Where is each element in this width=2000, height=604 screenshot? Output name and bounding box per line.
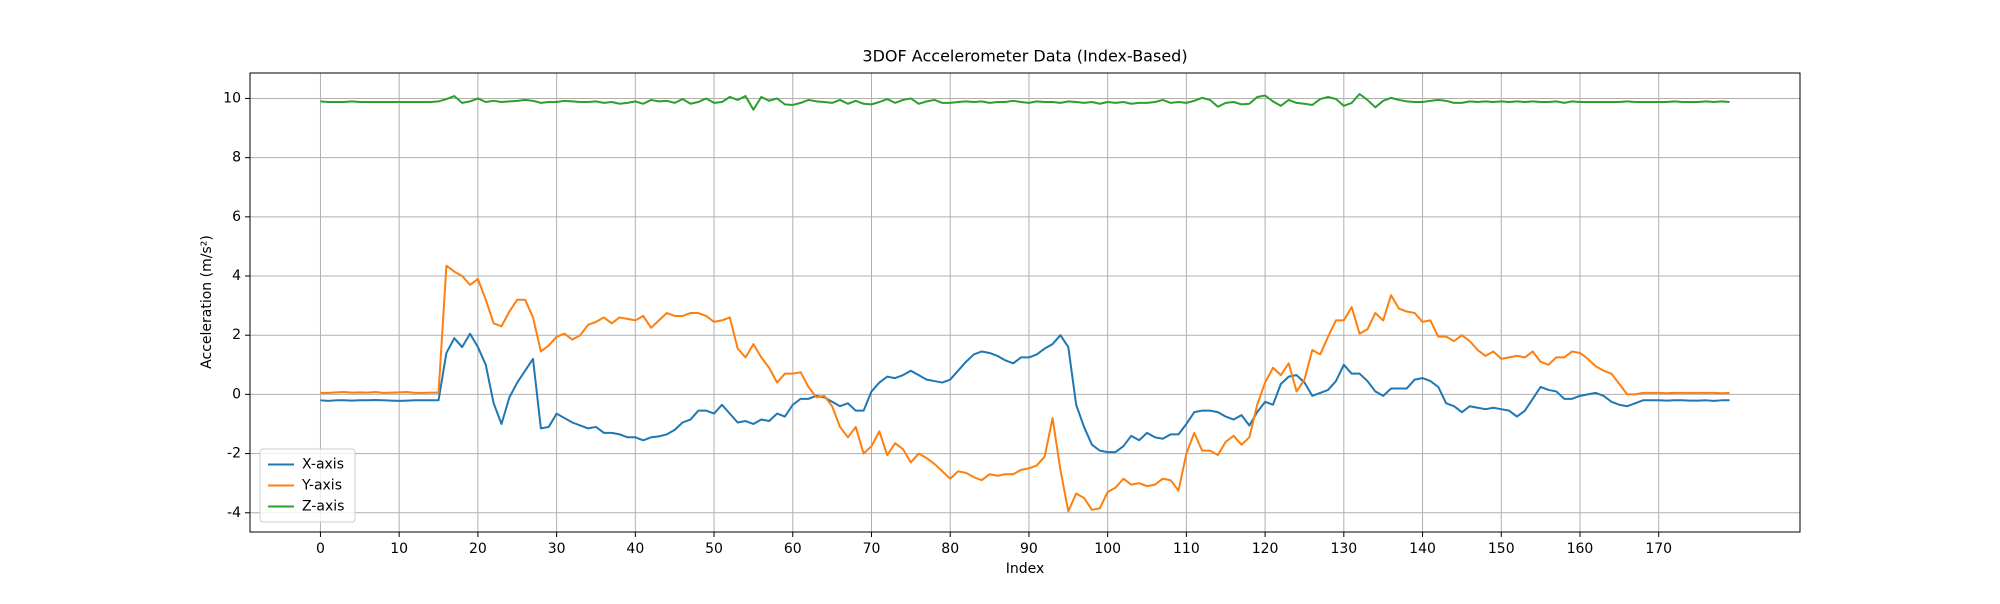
data-line [320,93,1730,111]
y-axis-label: Acceleration (m/s²) [199,235,215,369]
x-tick-label: 120 [1252,541,1279,557]
x-tick-label: 160 [1567,541,1594,557]
x-tick-label: 170 [1645,541,1672,557]
y-tick-label: -4 [227,505,241,521]
data-line [320,332,1730,454]
x-tick-label: 70 [863,541,881,557]
x-tick-label: 130 [1330,541,1357,557]
x-axis-label: Index [1006,561,1045,577]
x-tick-label: 0 [316,541,325,557]
data-line [320,264,1730,513]
y-tick-label: 10 [223,90,241,106]
y-tick-label: 2 [232,327,241,343]
y-tick-label: 4 [232,268,241,284]
legend-label: Y-axis [301,478,342,494]
y-tick-label: 6 [232,209,241,225]
legend-box [259,448,356,523]
legend-label: X-axis [302,457,344,473]
x-tick-label: 40 [626,541,644,557]
x-tick-label: 50 [705,541,723,557]
x-tick-label: 100 [1094,541,1121,557]
x-tick-label: 20 [469,541,487,557]
y-tick-label: 0 [232,386,241,402]
legend-label: Z-axis [302,499,344,515]
plot-frame [249,72,1801,533]
x-tick-label: 30 [548,541,566,557]
x-tick-label: 140 [1409,541,1436,557]
x-tick-label: 10 [390,541,408,557]
x-tick-label: 150 [1488,541,1515,557]
x-tick-label: 60 [784,541,802,557]
x-tick-label: 80 [941,541,959,557]
y-tick-label: 8 [232,150,241,166]
y-tick-label: -2 [227,446,241,462]
chart-title: 3DOF Accelerometer Data (Index-Based) [862,47,1187,66]
x-tick-label: 90 [1020,541,1038,557]
x-tick-label: 110 [1173,541,1200,557]
